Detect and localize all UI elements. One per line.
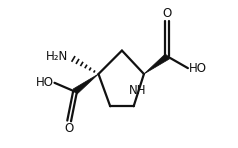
Text: O: O bbox=[163, 7, 172, 20]
Text: H₂N: H₂N bbox=[46, 50, 68, 63]
Text: HO: HO bbox=[36, 76, 54, 89]
Text: O: O bbox=[64, 122, 74, 135]
Text: HO: HO bbox=[189, 62, 207, 75]
Text: NH: NH bbox=[129, 85, 146, 97]
Polygon shape bbox=[73, 74, 99, 94]
Polygon shape bbox=[144, 54, 169, 74]
